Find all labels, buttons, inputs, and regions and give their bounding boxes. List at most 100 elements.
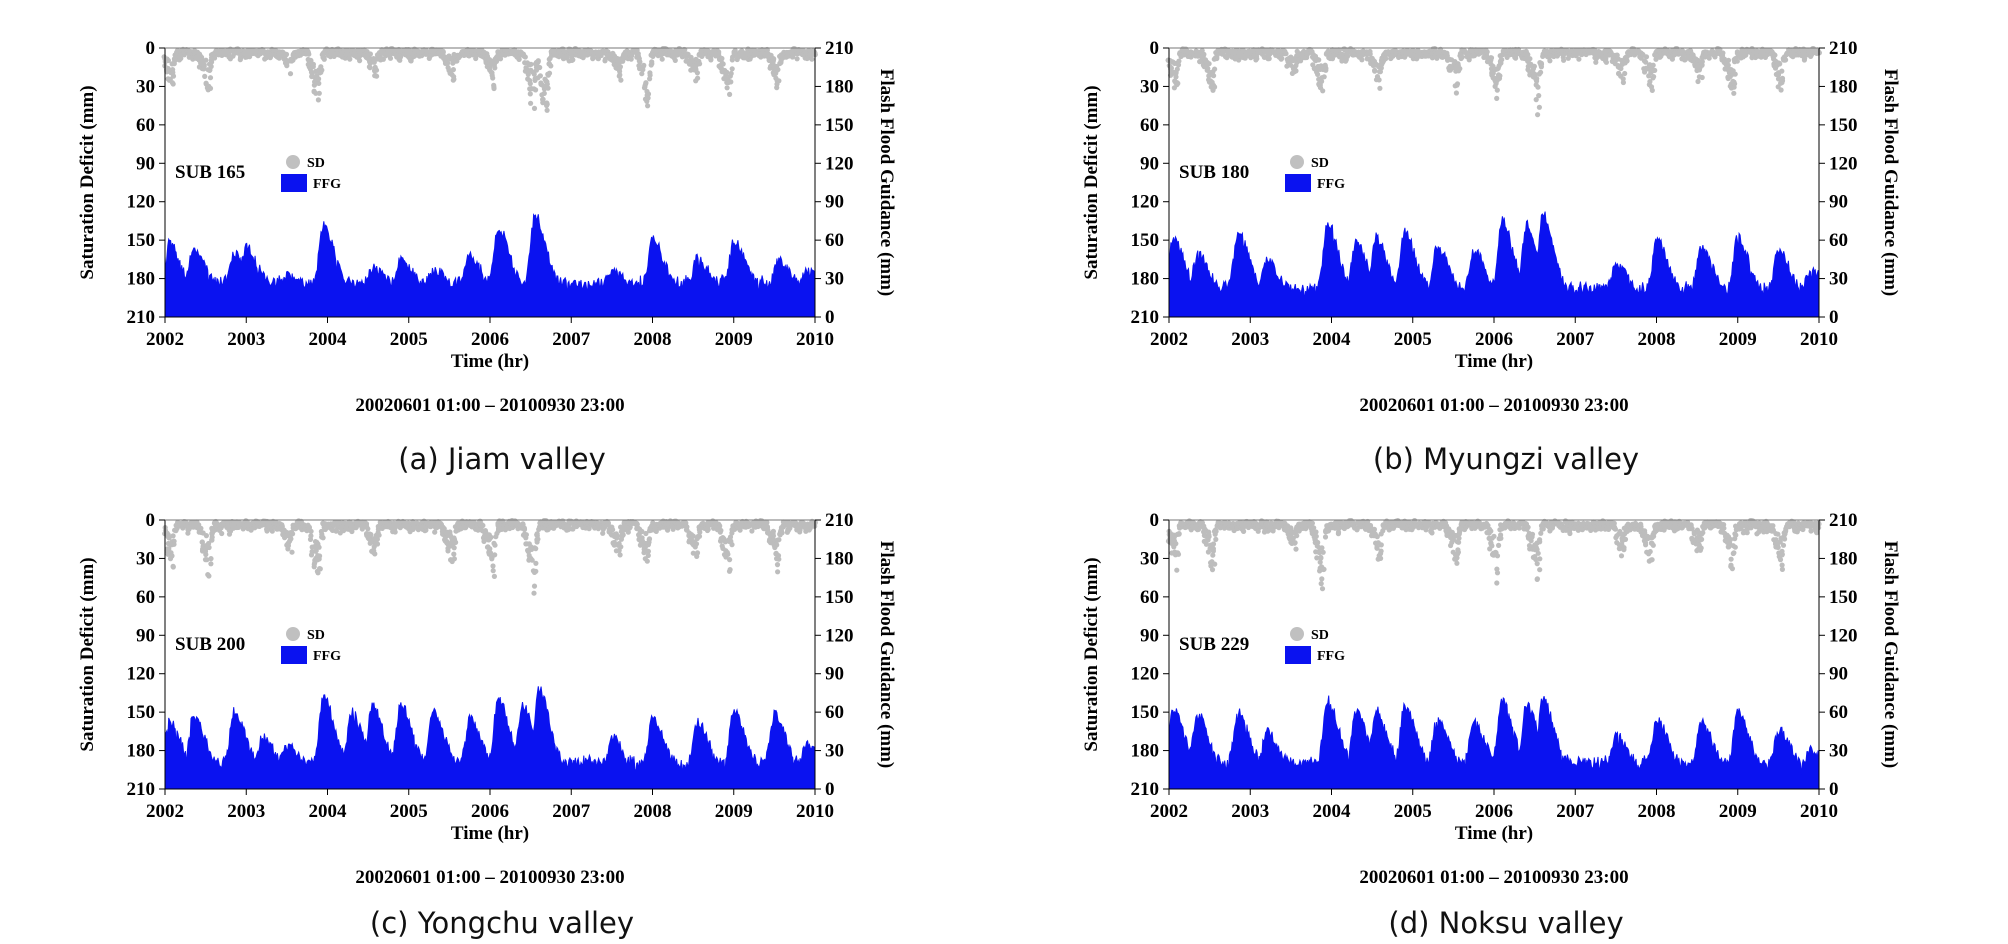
- chart-panel-d: 0 30 60 90 120 150 180 210 0 30 60 90 120 150 180 210 20…: [1004, 472, 2008, 944]
- sd-point: [1652, 68, 1657, 73]
- legend-ffg-label: FFG: [313, 649, 341, 664]
- ffg-series-area-b: [1169, 212, 1819, 317]
- x-tick-label: 2006: [471, 801, 509, 822]
- sd-point: [637, 56, 642, 61]
- sd-point: [1359, 57, 1364, 62]
- x-tick-label: 2003: [227, 329, 265, 350]
- sd-point: [621, 532, 626, 537]
- sd-point: [528, 101, 533, 106]
- sd-point: [728, 79, 733, 84]
- x-tick-label: 2010: [1800, 329, 1838, 350]
- sd-point: [491, 568, 496, 573]
- sd-point: [725, 550, 730, 555]
- sd-point: [1173, 541, 1178, 546]
- sd-point: [372, 551, 377, 556]
- sd-point: [209, 64, 214, 69]
- sd-point: [1489, 55, 1494, 60]
- y-right-tick-label: 30: [825, 269, 844, 290]
- sd-point: [528, 91, 533, 96]
- legend-sd-label: SD: [307, 156, 325, 171]
- sd-point: [1494, 96, 1499, 101]
- sd-point: [316, 76, 321, 81]
- sd-point: [321, 55, 326, 60]
- sd-point: [375, 541, 380, 546]
- y-right-tick-label: 60: [825, 230, 844, 251]
- y-right-tick-label: 210: [825, 510, 854, 531]
- sd-point: [1213, 55, 1218, 60]
- y-right-tick-label: 120: [825, 153, 854, 174]
- sd-point: [728, 534, 733, 539]
- sd-point: [660, 57, 665, 62]
- y-left-tick-label: 180: [127, 741, 156, 762]
- sd-point: [775, 562, 780, 567]
- sd-point: [727, 557, 732, 562]
- sd-point: [317, 91, 322, 96]
- y-left-tick-label: 0: [146, 38, 156, 59]
- chart-panel-a: 0 30 60 90 120 150 180 210 0 30 60 90 120 150 180 210 20…: [0, 0, 1004, 472]
- y-axis-right-title: Flash Flood Guidance (mm): [876, 541, 897, 768]
- sd-point: [532, 106, 537, 111]
- chart-svg-c: 0306090120150180210 030609012015018021020…: [0, 472, 1004, 944]
- legend-ffg-marker: [281, 646, 307, 664]
- sd-point: [646, 553, 651, 558]
- sd-point: [1802, 57, 1807, 62]
- sd-point: [717, 525, 722, 530]
- sd-point: [725, 85, 730, 90]
- y-left-tick-label: 30: [1140, 76, 1159, 97]
- sd-point: [1731, 91, 1736, 96]
- legend-sd-marker: [286, 627, 300, 641]
- sd-point: [617, 72, 622, 77]
- sd-point: [776, 553, 781, 558]
- ffg-series-area-d: [1169, 696, 1819, 790]
- x-axis-title: Time (hr): [1455, 351, 1533, 372]
- legend-sd-label: SD: [307, 628, 325, 643]
- sd-point: [1783, 57, 1788, 62]
- sd-point: [311, 64, 316, 69]
- y-left-tick-label: 90: [136, 153, 155, 174]
- y-left-tick-label: 180: [1131, 269, 1160, 290]
- x-tick-label: 2003: [1231, 329, 1269, 350]
- y-right-tick-label: 0: [825, 307, 835, 328]
- x-tick-label: 2008: [634, 329, 672, 350]
- sd-point: [730, 57, 735, 62]
- y-right-tick-label: 180: [825, 548, 854, 569]
- y-right-tick-label: 90: [825, 664, 844, 685]
- sd-point: [697, 530, 702, 535]
- sd-point: [357, 58, 362, 63]
- sd-point: [729, 71, 734, 76]
- sd-point: [309, 529, 314, 534]
- sd-point: [570, 57, 575, 62]
- sd-point: [203, 549, 208, 554]
- sd-point: [1537, 105, 1542, 110]
- y-right-tick-label: 0: [825, 779, 835, 800]
- sd-point: [452, 545, 457, 550]
- sd-point: [547, 71, 552, 76]
- y-left-tick-label: 30: [136, 76, 155, 97]
- sd-point: [408, 58, 413, 63]
- x-tick-label: 2005: [1394, 329, 1432, 350]
- sd-point: [618, 544, 623, 549]
- sd-point: [169, 553, 174, 558]
- sd-point: [480, 523, 485, 528]
- chart-panel-b: 0 30 60 90 120 150 180 210 0 30 60 90 120 150 180 210 20…: [1004, 0, 2008, 472]
- sd-point: [318, 64, 323, 69]
- sd-point: [1561, 58, 1566, 63]
- sd-point: [1207, 534, 1212, 539]
- sd-point: [775, 569, 780, 574]
- y-left-tick-label: 150: [1131, 230, 1160, 251]
- sd-point: [1497, 76, 1502, 81]
- sd-point: [202, 62, 207, 67]
- sd-point: [697, 61, 702, 66]
- sd-point: [721, 61, 726, 66]
- sd-point: [618, 552, 623, 557]
- chart-panel-c: 0 30 60 90 120 150 180 210 0 30 60 90 120 150 180 210 20…: [0, 472, 1004, 944]
- sd-point: [1700, 62, 1705, 67]
- sd-point: [306, 52, 311, 57]
- sd-point: [1323, 63, 1328, 68]
- sd-point: [1816, 49, 1821, 54]
- sd-point: [368, 51, 373, 56]
- sd-point: [452, 537, 457, 542]
- y-right-tick-label: 120: [1829, 153, 1858, 174]
- y-right-tick-label: 180: [1829, 76, 1858, 97]
